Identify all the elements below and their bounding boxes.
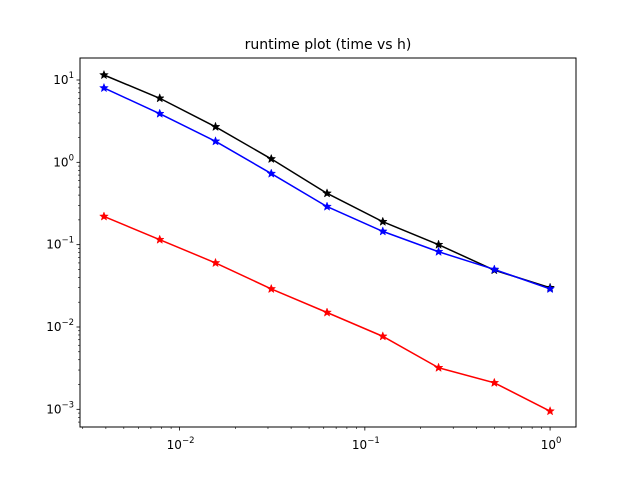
data-point-3 — [99, 211, 109, 221]
data-point-2 — [545, 283, 556, 294]
data-point-1 — [266, 153, 277, 164]
data-point-1 — [377, 216, 388, 226]
x-tick-label: 10−1 — [352, 436, 380, 452]
x-tick-label: 10−2 — [167, 436, 195, 452]
data-point-2 — [266, 168, 277, 178]
y-tick-label: 100 — [53, 153, 74, 169]
data-point-2 — [154, 108, 165, 118]
data-point-3 — [489, 377, 500, 388]
data-point-2 — [489, 264, 500, 274]
data-point-3 — [154, 234, 165, 244]
data-point-3 — [322, 307, 332, 317]
data-point-3 — [433, 362, 444, 372]
data-point-2 — [322, 201, 332, 211]
data-point-3 — [266, 283, 277, 294]
y-tick-label: 101 — [53, 71, 74, 87]
data-point-3 — [210, 257, 221, 268]
x-tick-label: 100 — [541, 436, 562, 452]
data-point-2 — [377, 226, 388, 236]
y-tick-label: 10−2 — [46, 318, 74, 334]
plot-layer: 10−2 10−1 100 10−3 10−2 10−1 100 101 — [46, 57, 577, 452]
data-point-1 — [99, 69, 109, 80]
data-point-1 — [154, 93, 165, 103]
data-point-1 — [210, 121, 221, 132]
y-tick-label: 10−1 — [46, 236, 74, 252]
data-point-2 — [99, 82, 109, 93]
chart-title: runtime plot (time vs h) — [245, 37, 412, 53]
data-point-2 — [433, 246, 444, 256]
data-point-1 — [322, 188, 332, 198]
data-point-2 — [210, 136, 221, 146]
data-point-3 — [545, 405, 556, 416]
axes-frame — [79, 57, 577, 428]
y-tick-label: 10−3 — [46, 400, 74, 416]
data-point-3 — [377, 331, 388, 341]
